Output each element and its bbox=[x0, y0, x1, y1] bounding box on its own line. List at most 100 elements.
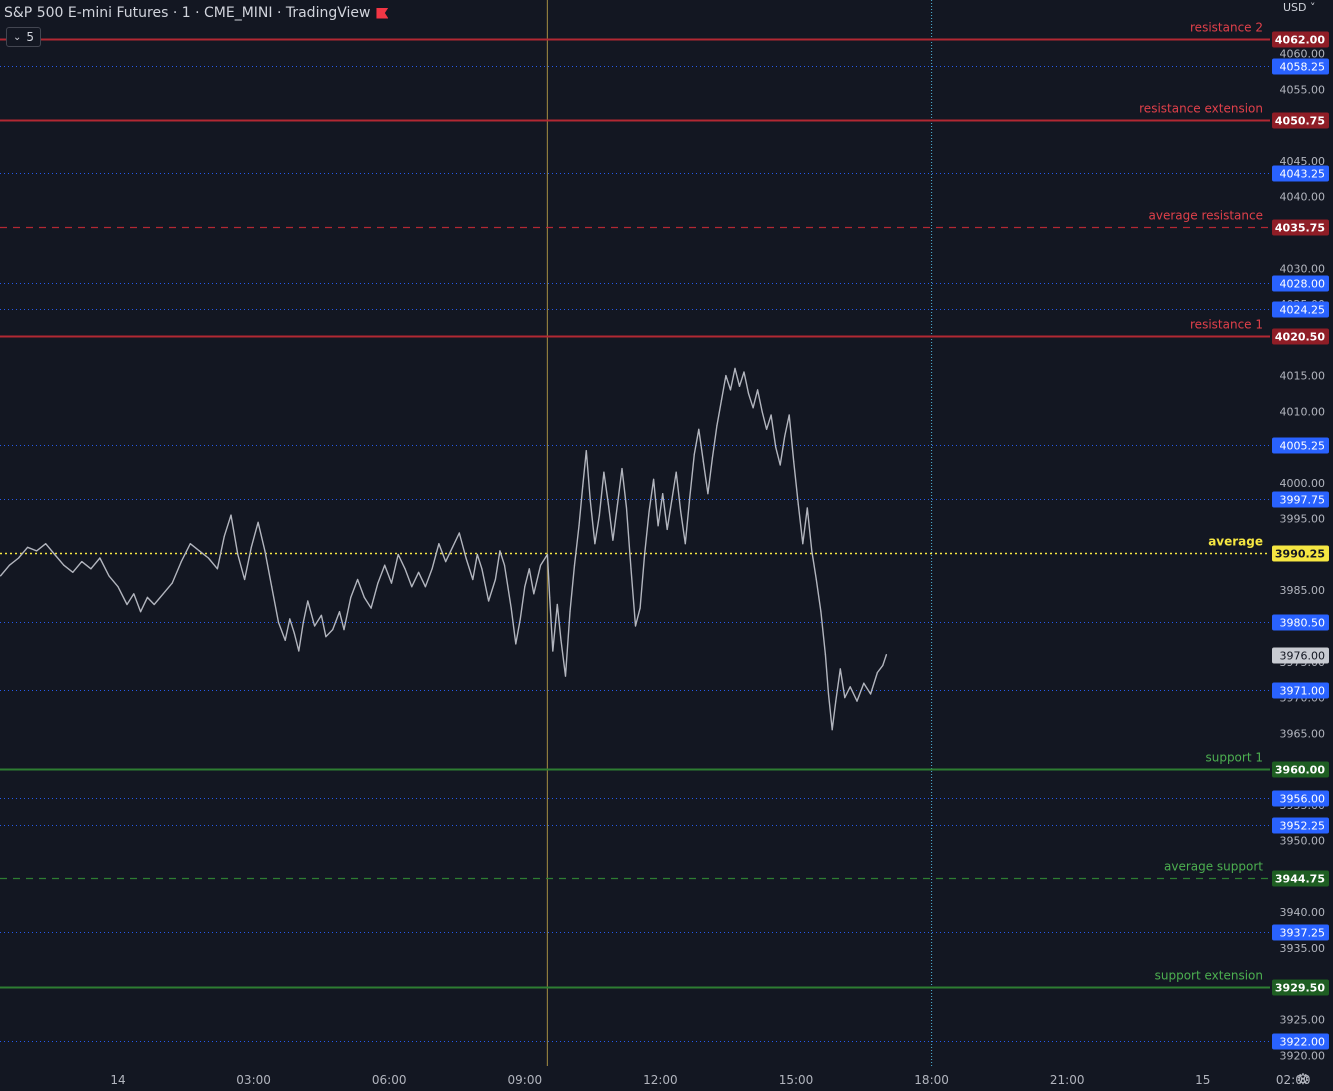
price-point bbox=[675, 471, 677, 473]
price-point bbox=[594, 543, 596, 545]
price-point bbox=[237, 553, 239, 556]
price-point bbox=[831, 729, 833, 731]
price-point bbox=[524, 586, 526, 588]
price-point bbox=[698, 428, 700, 430]
price-tick-label: 3935.00 bbox=[1280, 942, 1326, 955]
price-point bbox=[117, 586, 119, 588]
price-badge-text: 4020.50 bbox=[1275, 331, 1325, 344]
price-point bbox=[363, 596, 365, 599]
price-badge-blue bbox=[1272, 301, 1329, 318]
price-tick-label: 4030.00 bbox=[1280, 262, 1326, 275]
time-tick-label: 06:00 bbox=[372, 1073, 407, 1087]
price-badge-text: 4028.00 bbox=[1280, 278, 1326, 291]
price-point bbox=[481, 568, 483, 570]
price-point bbox=[198, 550, 200, 552]
price-point bbox=[445, 561, 447, 563]
price-point bbox=[849, 686, 851, 688]
price-point bbox=[476, 553, 478, 556]
price-point bbox=[560, 639, 562, 641]
price-point bbox=[244, 578, 246, 581]
price-point bbox=[734, 367, 736, 369]
price-point bbox=[671, 500, 673, 502]
gear-icon[interactable]: ⚙ bbox=[1296, 1070, 1310, 1088]
price-badge-text: 3997.75 bbox=[1280, 494, 1326, 507]
price-point bbox=[582, 485, 584, 488]
price-point bbox=[815, 578, 817, 581]
price-point bbox=[350, 596, 352, 599]
price-badge-resistance bbox=[1272, 112, 1329, 129]
price-tick-label: 4045.00 bbox=[1280, 155, 1326, 168]
price-badge-text: 3960.00 bbox=[1275, 764, 1325, 777]
flag-icon[interactable] bbox=[376, 7, 389, 19]
price-badge-support bbox=[1272, 761, 1329, 778]
price-point bbox=[702, 460, 704, 463]
price-point bbox=[458, 532, 460, 534]
price-badge-text: 3952.25 bbox=[1280, 820, 1326, 833]
price-point bbox=[585, 450, 587, 452]
price-point bbox=[140, 611, 142, 613]
chart-title: S&P 500 E-mini Futures · 1 · CME_MINI · … bbox=[4, 5, 371, 21]
price-point bbox=[528, 568, 530, 570]
price-point bbox=[465, 557, 467, 559]
price-badge-resistance bbox=[1272, 219, 1329, 236]
price-badge-text: 3956.00 bbox=[1280, 793, 1326, 806]
interval-badge[interactable]: ⌄ 5 bbox=[6, 27, 42, 47]
time-tick-label: 18:00 bbox=[914, 1073, 949, 1087]
interval-value: 5 bbox=[26, 30, 35, 44]
time-tick-label: 14 bbox=[110, 1073, 125, 1087]
price-badge-text: 3944.75 bbox=[1275, 873, 1325, 886]
last-price-badge bbox=[1272, 647, 1329, 664]
price-badge-average bbox=[1272, 545, 1329, 562]
price-point bbox=[494, 578, 496, 581]
price-point bbox=[271, 586, 273, 588]
price-point bbox=[784, 435, 786, 437]
price-point bbox=[8, 564, 11, 566]
price-point bbox=[431, 568, 433, 570]
chevron-down-icon: ˅ bbox=[1310, 1, 1316, 14]
price-point bbox=[546, 553, 549, 556]
price-point bbox=[607, 503, 610, 505]
chart-title-bar: S&P 500 E-mini Futures · 1 · CME_MINI · … bbox=[4, 3, 389, 23]
price-tick-label: 4060.00 bbox=[1280, 48, 1326, 61]
price-point bbox=[612, 539, 614, 541]
price-point bbox=[72, 571, 74, 573]
price-point bbox=[390, 582, 393, 584]
price-point bbox=[634, 625, 637, 627]
price-point bbox=[36, 550, 38, 552]
level-label: resistance 1 bbox=[1190, 318, 1263, 332]
price-point bbox=[657, 525, 659, 527]
time-tick-label: 21:00 bbox=[1050, 1073, 1085, 1087]
price-point bbox=[90, 568, 92, 570]
price-badge-blue bbox=[1272, 682, 1329, 699]
price-point bbox=[320, 614, 322, 616]
price-point bbox=[797, 503, 799, 505]
price-point bbox=[839, 668, 841, 670]
price-point bbox=[18, 557, 20, 559]
price-badge-text: 3929.50 bbox=[1275, 982, 1325, 995]
price-point bbox=[720, 400, 723, 402]
price-point bbox=[569, 611, 571, 613]
price-badge-text: 3980.50 bbox=[1280, 617, 1326, 630]
price-point bbox=[689, 496, 691, 498]
price-point bbox=[793, 460, 795, 463]
level-label: average resistance bbox=[1149, 209, 1263, 223]
level-label: support extension bbox=[1155, 969, 1263, 983]
price-point bbox=[314, 625, 316, 627]
level-label: resistance extension bbox=[1139, 102, 1263, 116]
price-point bbox=[488, 600, 490, 602]
price-point bbox=[552, 650, 554, 652]
price-badge-support bbox=[1272, 870, 1329, 887]
price-badge-blue bbox=[1272, 165, 1329, 182]
price-point bbox=[835, 700, 837, 702]
last-price-text: 3976.00 bbox=[1280, 650, 1326, 663]
price-tick-label: 3950.00 bbox=[1280, 835, 1326, 848]
price-point bbox=[510, 607, 512, 609]
time-axis[interactable] bbox=[0, 1066, 1333, 1091]
currency-selector[interactable]: USD ˅ bbox=[1283, 1, 1316, 14]
price-point bbox=[564, 675, 567, 677]
price-point bbox=[503, 564, 506, 566]
price-badge-blue bbox=[1272, 817, 1329, 834]
price-point bbox=[802, 543, 804, 545]
